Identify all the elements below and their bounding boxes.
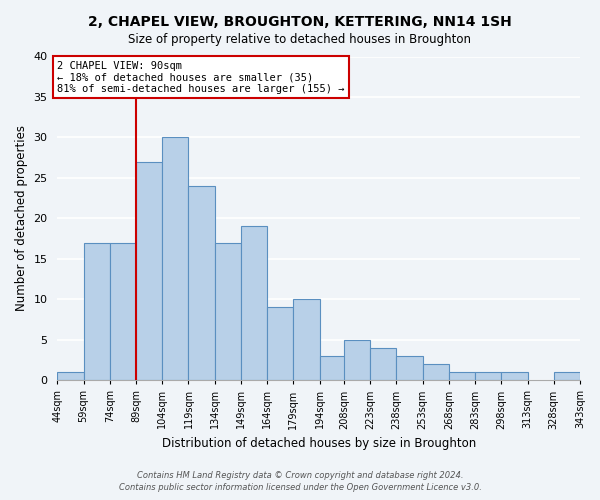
Text: Contains HM Land Registry data © Crown copyright and database right 2024.
Contai: Contains HM Land Registry data © Crown c… <box>119 471 481 492</box>
Bar <box>136 162 162 380</box>
Text: 2 CHAPEL VIEW: 90sqm
← 18% of detached houses are smaller (35)
81% of semi-detac: 2 CHAPEL VIEW: 90sqm ← 18% of detached h… <box>58 60 345 94</box>
Bar <box>554 372 580 380</box>
Text: Size of property relative to detached houses in Broughton: Size of property relative to detached ho… <box>128 32 472 46</box>
Bar <box>58 372 83 380</box>
Bar <box>293 300 320 380</box>
Bar <box>267 308 293 380</box>
Bar <box>370 348 397 380</box>
Y-axis label: Number of detached properties: Number of detached properties <box>15 126 28 312</box>
Bar <box>320 356 346 380</box>
Bar <box>215 242 241 380</box>
Bar <box>83 242 110 380</box>
Bar <box>110 242 136 380</box>
Bar <box>502 372 527 380</box>
Bar <box>241 226 267 380</box>
Text: 2, CHAPEL VIEW, BROUGHTON, KETTERING, NN14 1SH: 2, CHAPEL VIEW, BROUGHTON, KETTERING, NN… <box>88 15 512 29</box>
Bar <box>162 138 188 380</box>
X-axis label: Distribution of detached houses by size in Broughton: Distribution of detached houses by size … <box>161 437 476 450</box>
Bar <box>188 186 215 380</box>
Bar <box>344 340 370 380</box>
Bar <box>449 372 475 380</box>
Bar <box>422 364 449 380</box>
Bar <box>397 356 422 380</box>
Bar <box>475 372 502 380</box>
